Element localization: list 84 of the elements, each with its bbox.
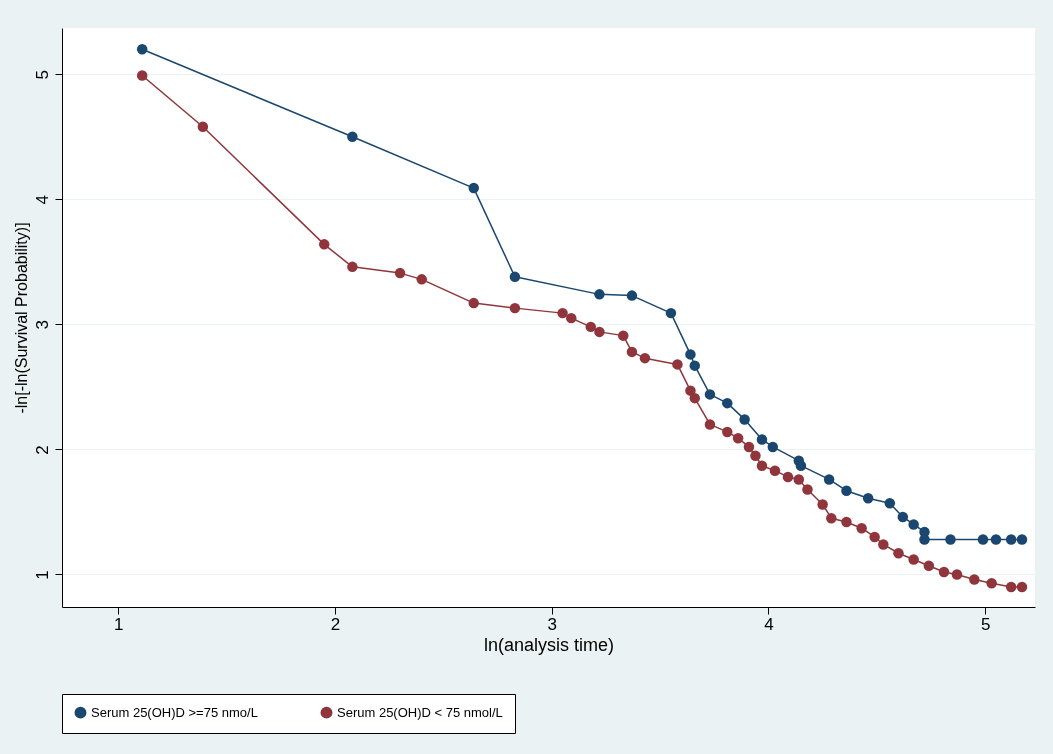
point xyxy=(878,539,889,550)
point xyxy=(823,474,835,485)
point xyxy=(468,182,479,194)
point xyxy=(841,485,852,496)
point xyxy=(1016,534,1028,545)
point xyxy=(817,499,828,510)
point xyxy=(793,474,805,485)
point xyxy=(908,519,919,530)
point xyxy=(665,307,677,319)
point xyxy=(585,321,596,333)
x-tick-label: 5 xyxy=(980,614,991,634)
point xyxy=(767,441,779,453)
point xyxy=(416,274,427,285)
point xyxy=(826,512,837,524)
point xyxy=(347,131,358,143)
x-tick-label: 3 xyxy=(547,614,557,634)
x-tick-label: 2 xyxy=(330,614,341,634)
y-tick-label: 4 xyxy=(32,195,52,205)
point xyxy=(704,389,716,400)
point xyxy=(908,554,919,565)
point xyxy=(923,560,935,571)
point xyxy=(722,426,733,438)
x-tick-label: 4 xyxy=(764,614,774,634)
point xyxy=(756,434,768,445)
point xyxy=(594,289,605,300)
point xyxy=(1005,534,1017,545)
point xyxy=(990,534,1002,545)
point xyxy=(722,397,733,409)
point xyxy=(197,121,209,133)
point xyxy=(841,516,852,528)
point xyxy=(795,460,807,471)
point xyxy=(782,471,794,483)
point xyxy=(1016,581,1028,593)
point xyxy=(884,497,896,509)
point xyxy=(1005,581,1017,593)
point xyxy=(743,441,755,453)
point xyxy=(986,578,997,589)
y-tick-label: 5 xyxy=(32,70,52,80)
point xyxy=(689,392,701,404)
x-axis-title: ln(analysis time) xyxy=(483,634,615,655)
point xyxy=(862,492,874,504)
y-tick-label: 3 xyxy=(32,320,52,330)
point xyxy=(626,346,638,358)
point xyxy=(750,450,761,461)
point xyxy=(468,297,479,309)
point xyxy=(509,302,521,314)
legend-label: Serum 25(OH)D >=75 nmo/L xyxy=(91,704,258,720)
point xyxy=(566,312,577,324)
point xyxy=(594,326,605,338)
point xyxy=(945,534,956,545)
x-tick-label: 1 xyxy=(114,614,124,634)
point xyxy=(347,261,358,273)
point xyxy=(509,271,521,283)
point xyxy=(318,239,330,250)
point xyxy=(856,522,867,534)
point xyxy=(639,352,651,364)
point xyxy=(618,330,629,341)
point xyxy=(919,534,930,545)
y-axis-title: -ln[-ln(Survival Probability)] xyxy=(12,222,30,414)
point xyxy=(802,484,813,495)
point xyxy=(689,360,701,371)
point xyxy=(938,566,950,578)
point xyxy=(557,307,568,319)
point xyxy=(897,511,909,523)
point xyxy=(756,460,768,471)
point xyxy=(893,547,904,559)
point xyxy=(977,534,989,545)
point xyxy=(136,44,148,55)
point xyxy=(626,290,638,301)
point xyxy=(685,385,696,396)
point xyxy=(732,432,744,444)
point xyxy=(685,349,696,360)
y-tick-label: 1 xyxy=(32,570,52,580)
point xyxy=(704,419,716,430)
y-tick-label: 2 xyxy=(32,445,52,455)
point xyxy=(672,359,683,370)
point xyxy=(769,465,781,476)
point xyxy=(951,569,963,580)
point xyxy=(969,574,980,585)
legend-label: Serum 25(OH)D < 75 nmol/L xyxy=(337,704,503,720)
point xyxy=(394,267,406,279)
point xyxy=(869,531,880,543)
point xyxy=(136,70,148,81)
point xyxy=(739,414,750,425)
